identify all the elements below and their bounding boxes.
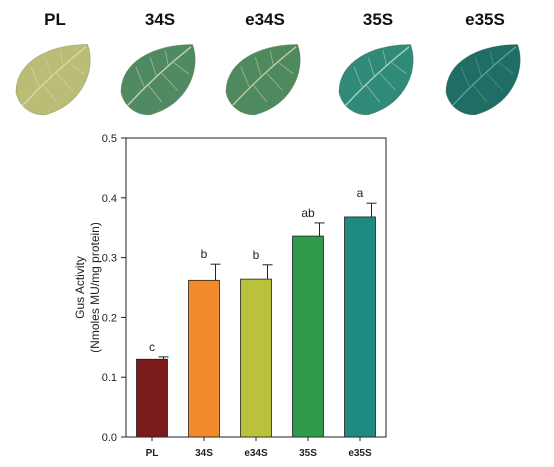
x-tick-label: e35S bbox=[348, 448, 372, 459]
x-tick-label: e34S bbox=[244, 448, 268, 459]
bar-35s bbox=[292, 235, 324, 438]
y-tick-label: 0.3 bbox=[102, 253, 117, 265]
y-tick-label: 0.0 bbox=[102, 432, 117, 444]
gus-activity-bar-chart: 0.0 0.1 0.2 0.3 0.4 0.5 Gus Activity(Nmoles MU… bbox=[73, 133, 387, 459]
chart-labels: 0.0 0.1 0.2 0.3 0.4 0.5 Gus Activity(Nmoles MU… bbox=[73, 133, 372, 459]
significance-letter: a bbox=[357, 186, 364, 200]
significance-letter: b bbox=[201, 247, 208, 261]
leaf-image bbox=[225, 44, 301, 116]
leaf-label: 35S bbox=[362, 10, 394, 29]
bar-series bbox=[136, 202, 377, 438]
leaf-image bbox=[120, 44, 196, 116]
leaf-panel-34s: 34S bbox=[105, 0, 215, 125]
bar-e35s bbox=[344, 216, 376, 438]
leaf-image-row: PL 34S e34S 35S e35S bbox=[0, 0, 554, 125]
bar-pl bbox=[136, 358, 168, 438]
y-axis-label: Gus Activity(Nmoles MU/mg protein) bbox=[73, 222, 102, 353]
leaf-panel-35s: 35S bbox=[323, 0, 433, 125]
leaf-label: 34S bbox=[144, 10, 176, 29]
y-tick-label: 0.1 bbox=[102, 372, 117, 384]
y-axis-label-line: (Nmoles MU/mg protein) bbox=[88, 222, 102, 353]
leaf-label: PL bbox=[44, 10, 66, 29]
leaf-label: e34S bbox=[245, 10, 285, 29]
leaf-label: e35S bbox=[465, 10, 505, 29]
y-tick-label: 0.4 bbox=[102, 193, 117, 205]
y-axis-label-line: Gus Activity bbox=[73, 256, 87, 319]
x-tick-label: PL bbox=[146, 448, 159, 459]
y-tick-label: 0.5 bbox=[102, 133, 117, 145]
leaf-panel-e34s: e34S bbox=[210, 0, 320, 125]
significance-letter: c bbox=[149, 340, 155, 354]
leaf-panel-e35s: e35S bbox=[430, 0, 540, 125]
leaf-image bbox=[445, 44, 521, 116]
x-tick-label: 34S bbox=[195, 448, 213, 459]
y-tick-label: 0.2 bbox=[102, 312, 117, 324]
bar-e34s bbox=[240, 278, 272, 438]
significance-letter: ab bbox=[301, 206, 315, 220]
bar-34s bbox=[188, 279, 220, 438]
x-tick-label: 35S bbox=[299, 448, 317, 459]
leaf-panel-pl: PL bbox=[0, 0, 110, 125]
leaf-image bbox=[15, 44, 91, 116]
significance-letter: b bbox=[253, 248, 260, 262]
leaf-image bbox=[338, 44, 414, 116]
